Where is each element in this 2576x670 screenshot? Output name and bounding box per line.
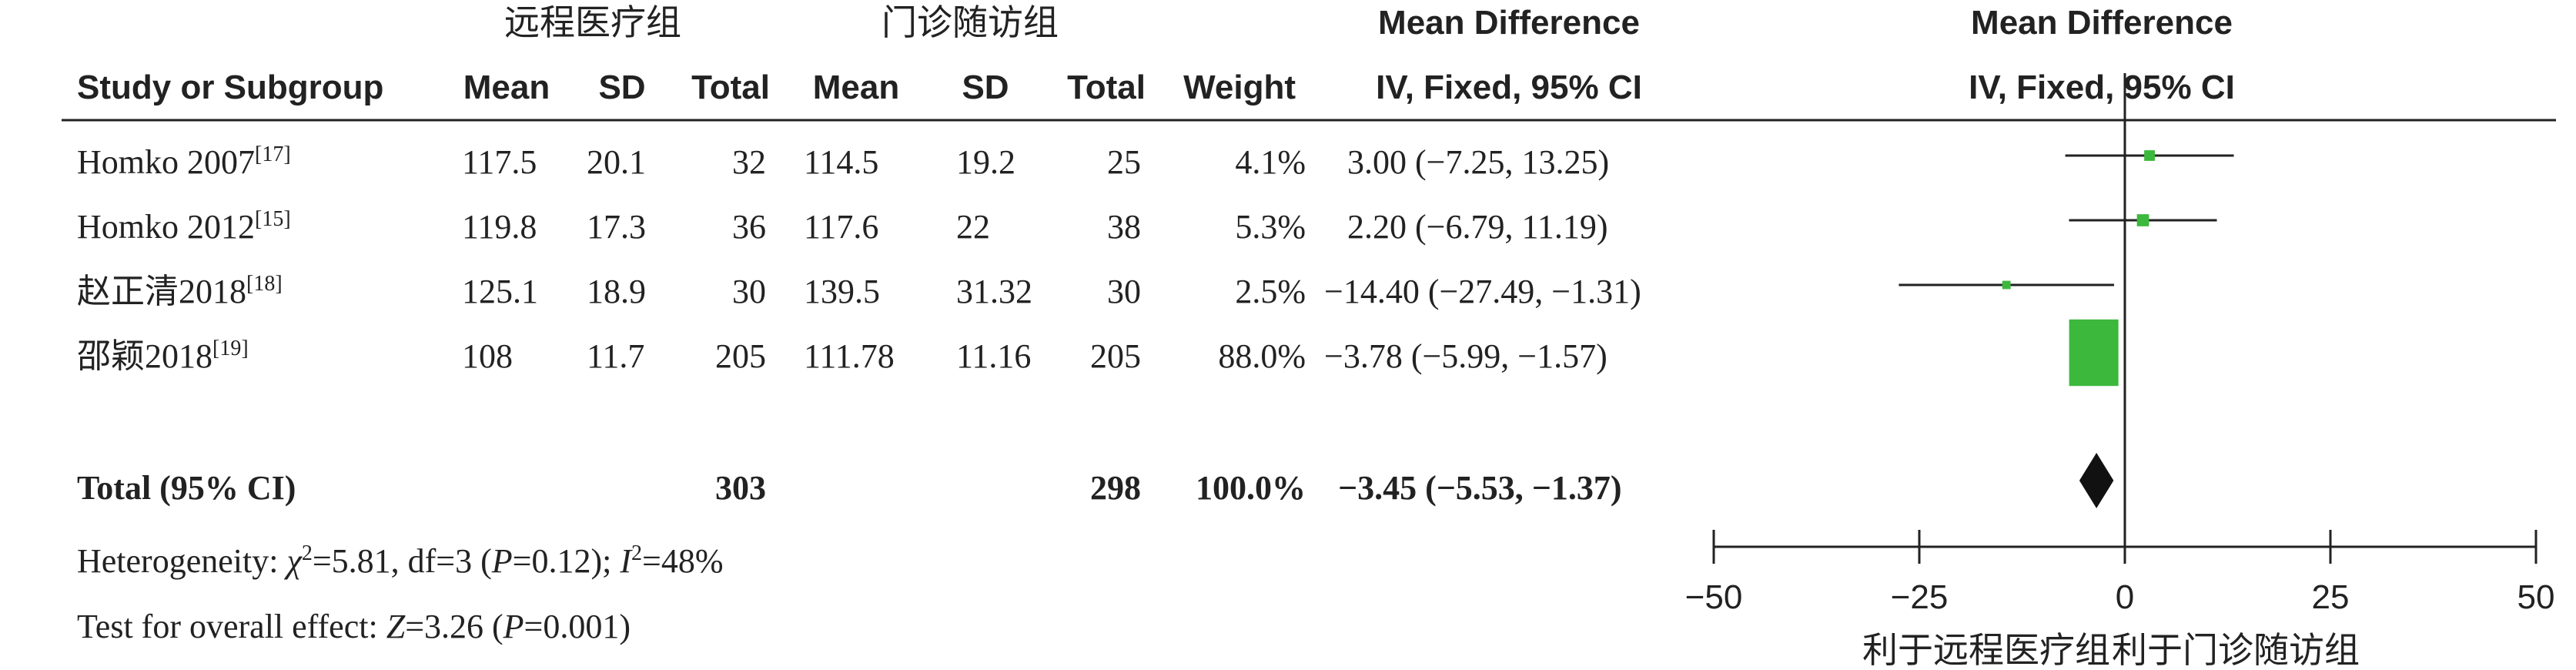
study-weight: 2.5% [1235,273,1306,310]
col-header-c-sd: SD [962,69,1009,106]
study-c-mean: 139.5 [804,273,880,310]
study-weight-square [2069,319,2119,387]
study-c-mean: 117.6 [804,208,878,246]
total-ci: −3.45 (−5.53, −1.37) [1338,469,1622,507]
study-e-mean: 119.8 [462,208,537,246]
plot-area: −50 −25 0 25 50 [1685,73,2555,616]
col-header-weight: Weight [1183,69,1296,106]
study-c-sd: 22 [956,208,990,246]
study-e-sd: 17.3 [587,208,646,246]
total-weight: 100.0% [1196,469,1306,507]
study-c-total: 38 [1107,208,1141,246]
study-weight-square [2002,280,2011,290]
col-header-c-mean: Mean [813,69,899,106]
x-tick-label: 25 [2312,578,2350,616]
md-header-method: IV, Fixed, 95% CI [1376,69,1642,106]
study-e-total: 36 [732,208,766,246]
study-e-total: 30 [732,273,766,310]
study-name: 赵正清2018[18] [77,272,283,310]
study-ci: −14.40 (−27.49, −1.31) [1324,273,1641,310]
study-name: Homko 2012[15] [77,207,291,246]
md-header-title: Mean Difference [1378,4,1640,42]
col-header-e-sd: SD [598,69,645,106]
study-e-sd: 18.9 [587,273,646,310]
col-header-c-total: Total [1067,69,1146,106]
total-c-total: 298 [1090,469,1141,507]
group-control-label: 门诊随访组 [882,2,1059,43]
study-name: Homko 2007[17] [77,142,291,181]
heterogeneity-text: Heterogeneity: χ2=5.81, df=3 (P=0.12); I… [77,541,723,580]
total-e-total: 303 [715,469,766,507]
study-e-mean: 108 [462,337,513,375]
study-weight: 88.0% [1218,337,1306,375]
total-label: Total (95% CI) [77,469,296,507]
col-header-e-total: Total [691,69,770,106]
study-e-sd: 11.7 [587,337,644,375]
study-weight: 4.1% [1235,143,1306,181]
study-e-sd: 20.1 [587,143,646,181]
study-c-total: 205 [1090,337,1141,375]
x-tick-label: 0 [2116,578,2134,616]
favours-left-label: 利于远程医疗组 [1862,629,2110,670]
study-ci: 3.00 (−7.25, 13.25) [1347,143,1609,181]
study-e-total: 205 [715,337,766,375]
study-weight-square [2144,150,2155,161]
study-c-sd: 31.32 [956,273,1032,310]
overall-effect-text: Test for overall effect: Z=3.26 (P=0.001… [77,608,631,645]
study-rows: Homko 2007[17] 117.5 20.1 32 114.5 19.2 25 4.1%… [77,142,1641,375]
study-ci: 2.20 (−6.79, 11.19) [1347,208,1608,246]
study-e-mean: 117.5 [462,143,537,181]
col-header-e-mean: Mean [463,69,550,106]
study-weight-square [2136,214,2149,226]
study-c-total: 30 [1107,273,1141,310]
study-c-mean: 114.5 [804,143,878,181]
pooled-diamond [2079,453,2114,508]
x-tick-label: −25 [1891,578,1949,616]
study-name: 邵颖2018[19] [77,337,249,375]
plot-header-method: IV, Fixed, 95% CI [1969,69,2235,106]
study-c-sd: 11.16 [956,337,1031,375]
study-c-total: 25 [1107,143,1141,181]
x-tick-label: −50 [1685,578,1743,616]
study-e-mean: 125.1 [462,273,538,310]
favours-right-label: 利于门诊随访组 [2112,629,2360,670]
x-tick-label: 50 [2517,578,2555,616]
plot-header-title: Mean Difference [1971,4,2233,42]
group-experimental-label: 远程医疗组 [504,2,681,43]
study-ci: −3.78 (−5.99, −1.57) [1324,337,1607,375]
col-header-study: Study or Subgroup [77,69,383,106]
study-c-sd: 19.2 [956,143,1015,181]
study-c-mean: 111.78 [804,337,895,375]
study-e-total: 32 [732,143,766,181]
study-weight: 5.3% [1235,208,1306,246]
